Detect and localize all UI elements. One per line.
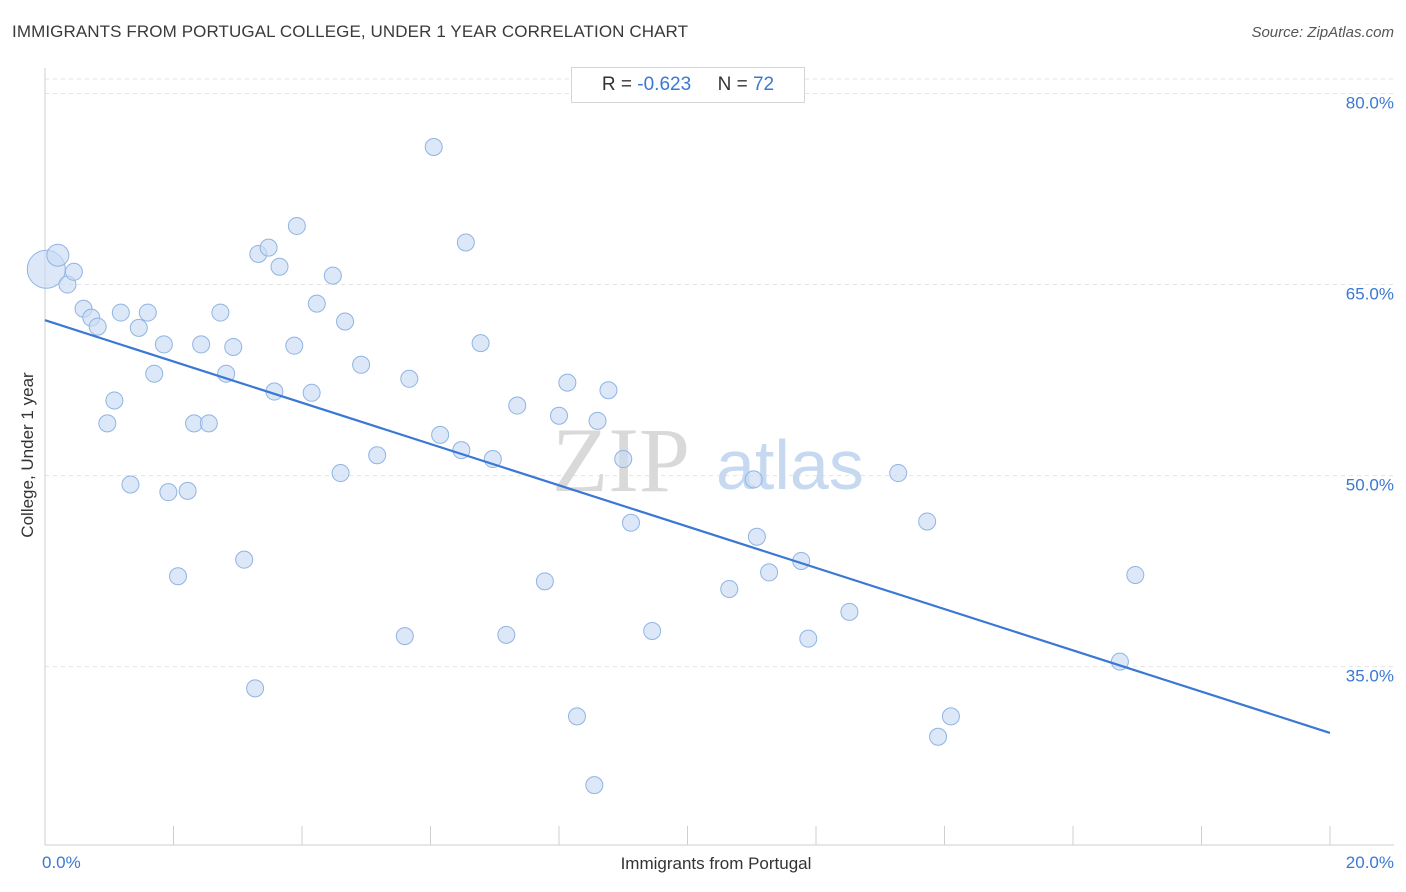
data-point	[760, 563, 779, 582]
data-point	[336, 312, 355, 331]
data-point	[46, 243, 70, 267]
data-point	[395, 627, 414, 646]
y-tick-label: 50.0%	[1346, 476, 1394, 495]
data-point	[747, 527, 766, 546]
data-point	[558, 373, 577, 392]
data-point	[246, 679, 265, 698]
data-point	[64, 262, 83, 281]
data-point	[368, 446, 387, 465]
data-point	[585, 776, 604, 795]
y-tick-label: 35.0%	[1346, 667, 1394, 686]
data-point	[287, 216, 306, 235]
data-point	[159, 483, 178, 502]
data-point	[550, 406, 568, 425]
data-point	[431, 425, 450, 444]
data-point	[535, 572, 554, 591]
data-point	[352, 355, 371, 374]
data-point	[400, 369, 419, 388]
data-point	[270, 257, 289, 276]
data-point	[88, 317, 107, 336]
correlation-stats-box: R = -0.623 N = 72	[571, 67, 805, 103]
data-point	[889, 464, 908, 483]
data-point	[1126, 565, 1145, 584]
data-point	[129, 318, 148, 337]
data-point	[323, 266, 342, 285]
y-tick-labels: 80.0% 65.0% 50.0% 35.0%	[1346, 93, 1394, 685]
data-point	[456, 233, 475, 252]
data-point	[918, 512, 937, 531]
data-point	[178, 481, 197, 500]
y-tick-label: 80.0%	[1346, 93, 1394, 112]
data-point	[614, 450, 633, 469]
r-label: R =	[601, 74, 632, 95]
data-point	[154, 335, 173, 354]
x-tick-label-max: 20.0%	[1345, 853, 1394, 872]
data-point	[199, 414, 218, 433]
y-tick-label: 65.0%	[1346, 285, 1394, 304]
data-point	[567, 707, 586, 726]
data-point	[331, 464, 350, 483]
data-point	[192, 335, 211, 354]
data-point	[138, 303, 157, 322]
data-points	[26, 137, 1145, 795]
data-point	[840, 602, 859, 621]
r-value: -0.623	[637, 74, 692, 95]
data-point	[424, 137, 443, 156]
watermark-atlas: atlas	[716, 426, 864, 504]
data-point	[744, 470, 763, 489]
x-tick-label-min: 0.0%	[42, 853, 81, 872]
data-point	[799, 629, 818, 648]
grid-layer	[45, 78, 1394, 668]
data-point	[471, 334, 490, 353]
x-axis-label: Immigrants from Portugal	[620, 854, 812, 873]
data-point	[307, 294, 326, 313]
data-point	[588, 411, 607, 430]
data-point	[211, 303, 230, 322]
data-point	[621, 513, 640, 532]
data-point	[285, 336, 304, 355]
data-point	[259, 238, 278, 257]
data-point	[235, 550, 254, 569]
data-point	[121, 475, 140, 494]
data-point	[98, 414, 117, 433]
y-axis-label: College, Under 1 year	[18, 372, 37, 538]
data-point	[497, 625, 516, 644]
data-point	[111, 303, 130, 322]
data-point	[302, 383, 321, 402]
trendline	[44, 319, 1331, 734]
n-label: N =	[717, 74, 748, 95]
data-point	[168, 567, 187, 586]
data-point	[508, 396, 527, 415]
data-point	[224, 337, 243, 356]
chart-title: IMMIGRANTS FROM PORTUGAL COLLEGE, UNDER …	[12, 22, 689, 41]
data-point	[105, 391, 124, 410]
axis-layer	[44, 68, 1394, 846]
data-point	[145, 364, 164, 383]
data-point	[643, 622, 662, 641]
data-point	[599, 381, 618, 400]
source-credit: Source: ZipAtlas.com	[1251, 24, 1394, 41]
data-point	[720, 579, 739, 598]
trendline-layer	[44, 319, 1331, 734]
n-value: 72	[752, 74, 775, 95]
data-point	[941, 707, 960, 726]
data-point	[929, 727, 948, 746]
